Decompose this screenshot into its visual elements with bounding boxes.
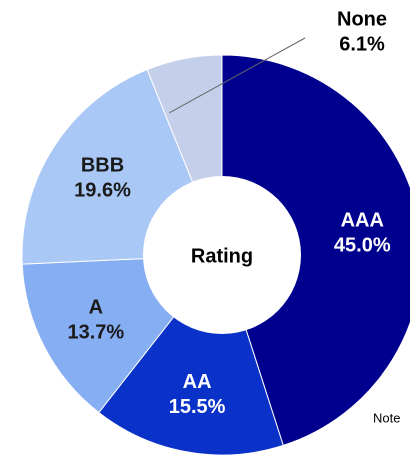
slice-label: BBB	[81, 155, 124, 177]
leader-line	[169, 37, 306, 114]
slice-label: A	[89, 296, 103, 318]
donut-hole	[143, 176, 301, 334]
note: Note	[373, 410, 400, 425]
slice-value: 6.1%	[339, 33, 385, 55]
slice-label: None	[337, 8, 387, 30]
slice-value: 45.0%	[334, 234, 391, 256]
center-label: Rating	[191, 245, 253, 267]
slice-value: 19.6%	[74, 180, 131, 202]
slice-label: AA	[183, 371, 212, 393]
slice	[221, 54, 410, 447]
slice-value: 13.7%	[67, 321, 124, 343]
slice-value: 15.5%	[169, 396, 226, 418]
slice-label: AAA	[341, 209, 384, 231]
